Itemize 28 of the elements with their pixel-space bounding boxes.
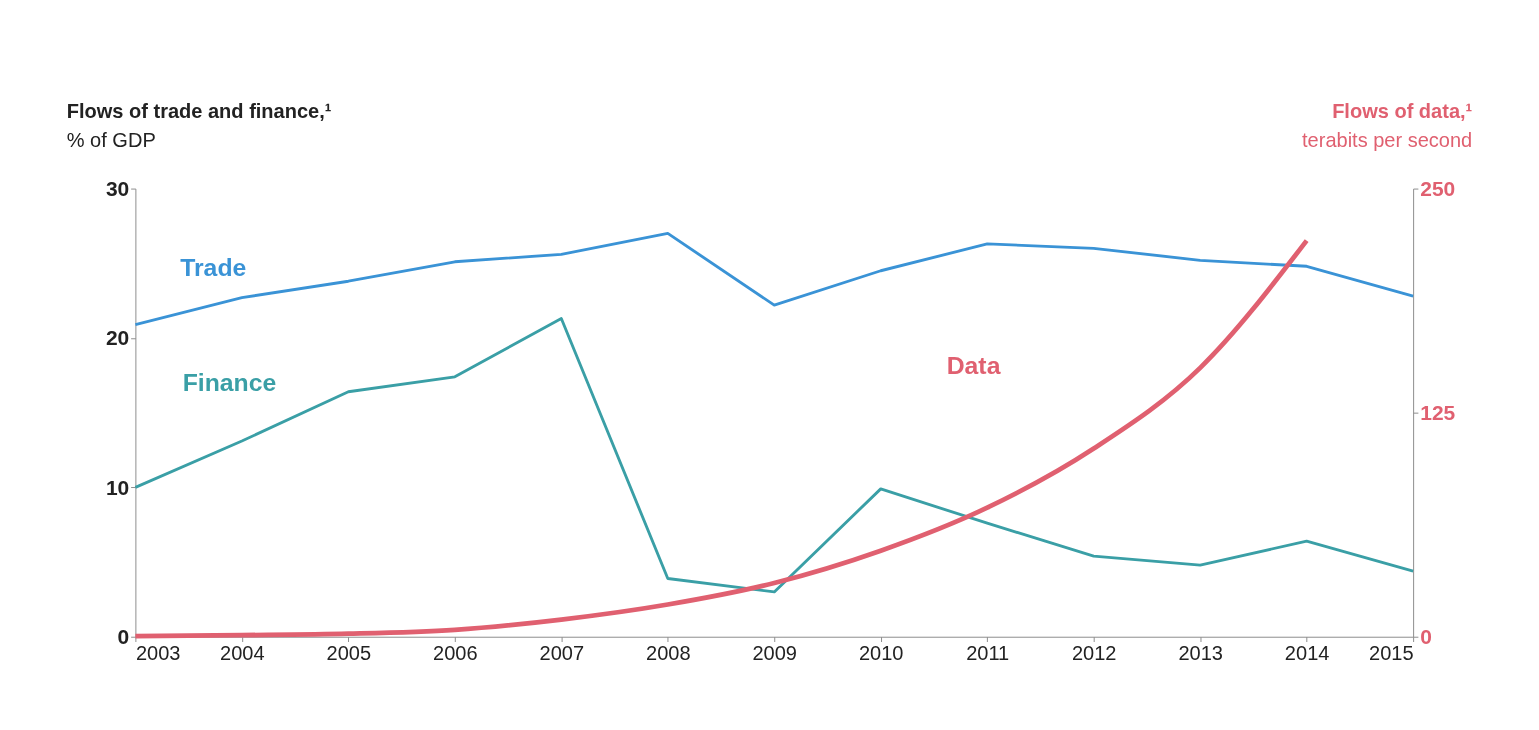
x-tick-label: 2014 — [1284, 642, 1330, 665]
y2-axis-title: Flows of data,¹ terabits per second — [1302, 100, 1473, 151]
x-tick-label: 2007 — [539, 642, 585, 665]
y2-tick-label: 125 — [1420, 400, 1456, 424]
line-series — [133, 317, 1415, 594]
x-tick-label: 2004 — [220, 642, 265, 665]
series-label: Trade — [180, 253, 247, 281]
y-axis-title: Flows of trade and finance,¹ % of GDP — [66, 100, 332, 151]
line-series — [133, 231, 1415, 326]
x-tick-label: 2011 — [966, 642, 1010, 665]
y-tick-label: 20 — [105, 326, 130, 350]
line-series — [133, 238, 1310, 639]
x-tick-label: 2003 — [135, 642, 181, 665]
x-tick-label: 2013 — [1178, 642, 1223, 665]
x-tick-label: 2005 — [326, 642, 372, 665]
x-tick-label: 2012 — [1071, 642, 1117, 665]
y2-tick-label: 0 — [1420, 624, 1432, 648]
text: Data — [946, 352, 1001, 380]
y2-tick-label: 250 — [1420, 176, 1456, 200]
y-tick-label: 10 — [105, 475, 130, 499]
x-tick-label: 2009 — [752, 642, 798, 665]
y-tick-label: 0 — [117, 624, 130, 648]
x-tick-label: 2008 — [646, 642, 691, 665]
series-label: Finance — [182, 368, 277, 396]
x-tick-label: 2010 — [858, 642, 904, 665]
x-tick-label: 2015 — [1369, 642, 1414, 665]
x-tick-label: 2006 — [433, 642, 478, 665]
y-tick-label: 30 — [105, 176, 130, 200]
